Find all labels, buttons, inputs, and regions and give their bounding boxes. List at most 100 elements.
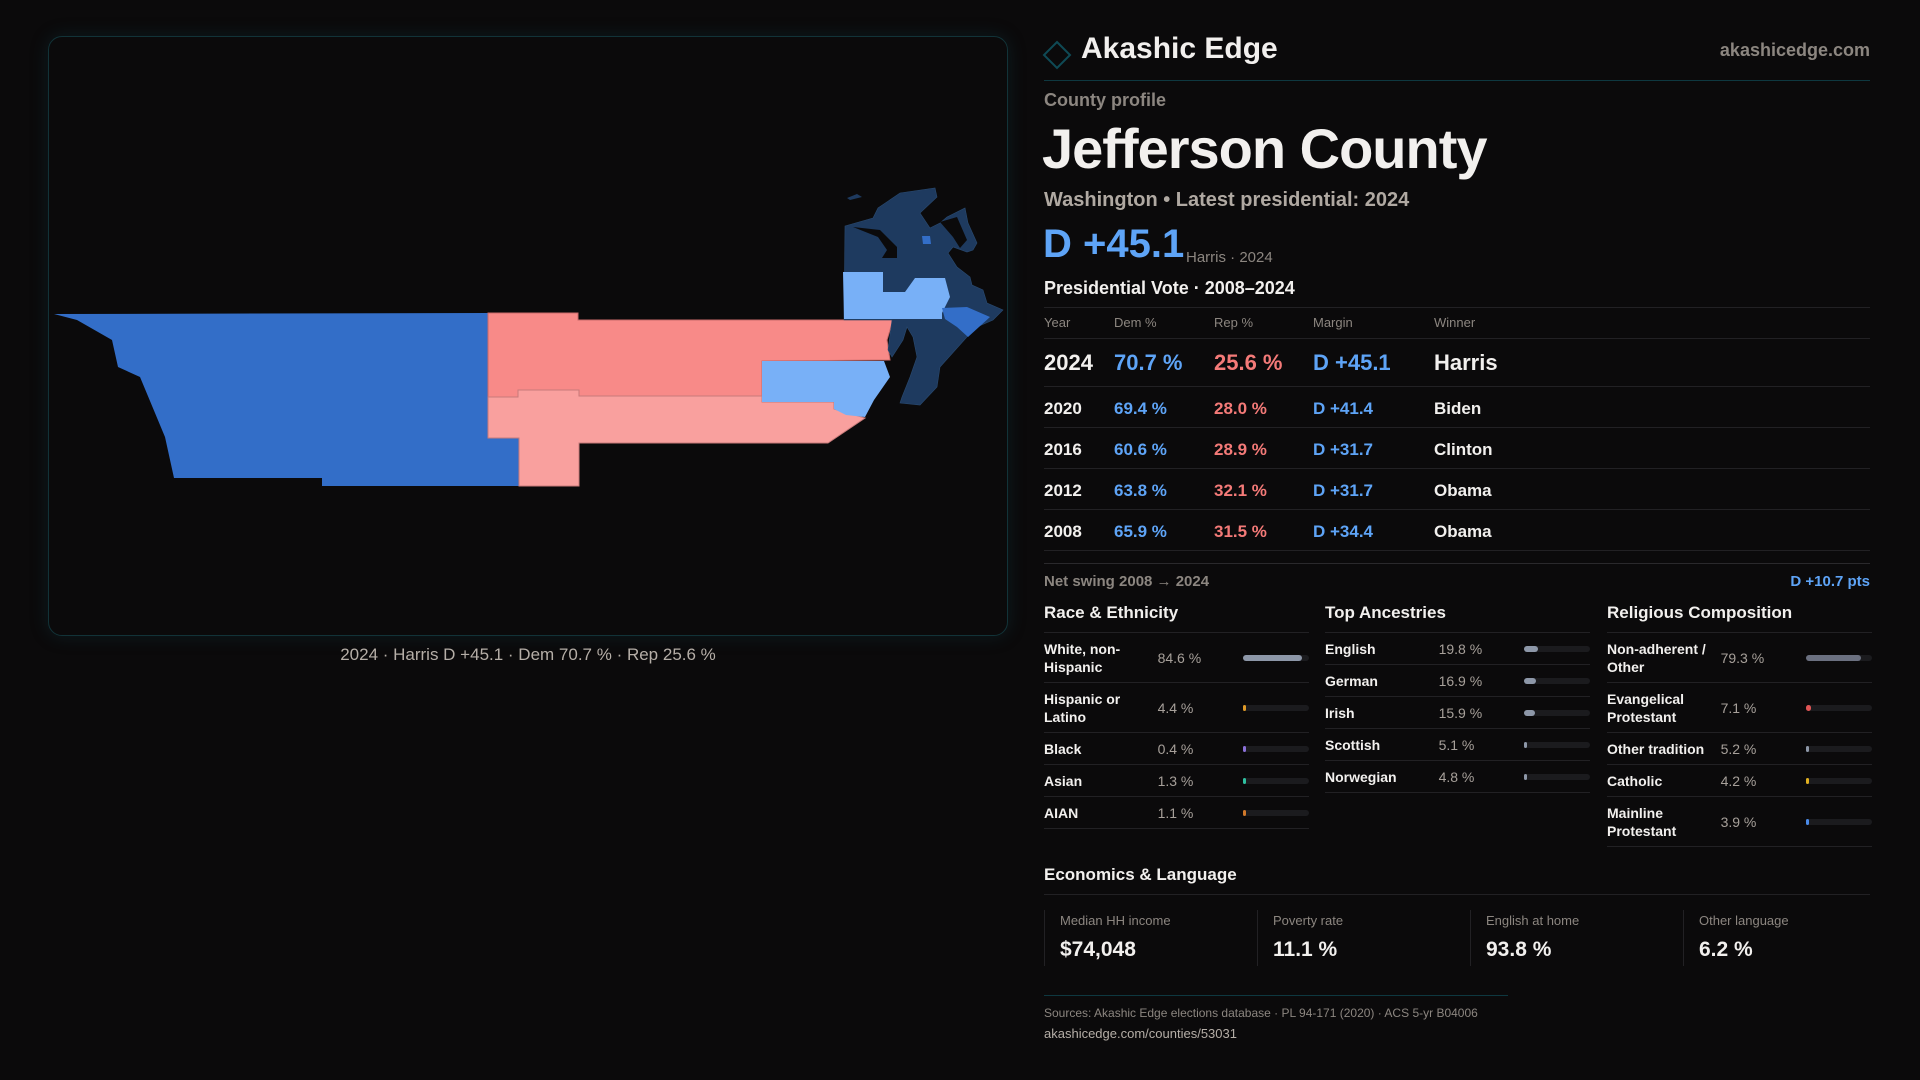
stat-bar-fill bbox=[1523, 741, 1528, 748]
stat-bar-track bbox=[1242, 654, 1309, 661]
divider bbox=[1044, 894, 1870, 895]
stat-label: Catholic bbox=[1607, 772, 1663, 789]
stat-label: Norwegian bbox=[1325, 768, 1397, 785]
econ-stat: Other language 6.2 % bbox=[1683, 910, 1883, 966]
stat-label: Irish bbox=[1325, 704, 1355, 721]
vote-margin: D +41.4 bbox=[1313, 399, 1374, 418]
stat-value: 84.6 % bbox=[1157, 649, 1202, 666]
eyebrow: County profile bbox=[1044, 90, 1166, 110]
col-dem: Dem % bbox=[1114, 315, 1157, 330]
stat-bar-fill bbox=[1523, 773, 1528, 780]
headline-margin: D +45.1 bbox=[1043, 222, 1185, 266]
vote-table-row[interactable]: 2016 60.6 % 28.9 % D +31.7 Clinton bbox=[1044, 428, 1870, 469]
econ-stat-label: English at home bbox=[1486, 913, 1580, 928]
county-map-panel[interactable] bbox=[48, 36, 1008, 636]
stat-label: Asian bbox=[1044, 772, 1083, 789]
stat-bar-fill bbox=[1523, 677, 1536, 684]
stat-row: Norwegian 4.8 % bbox=[1325, 761, 1590, 793]
section-title: Race & Ethnicity bbox=[1044, 603, 1179, 622]
vote-winner: Obama bbox=[1434, 481, 1492, 500]
stat-row: Non-adherent / Other 79.3 % bbox=[1607, 633, 1872, 683]
stat-bar-fill bbox=[1523, 645, 1538, 652]
vote-rep: 28.0 % bbox=[1214, 399, 1267, 418]
vote-year: 2024 bbox=[1044, 350, 1093, 375]
stat-bar-track bbox=[1805, 704, 1872, 711]
stat-label: Hispanic or Latino bbox=[1044, 690, 1121, 725]
stat-bar-fill bbox=[1805, 777, 1809, 784]
vote-margin: D +45.1 bbox=[1313, 350, 1391, 375]
col-year: Year bbox=[1044, 315, 1071, 330]
stat-label: Other tradition bbox=[1607, 740, 1705, 757]
stat-value: 1.1 % bbox=[1157, 804, 1194, 821]
stat-bar-fill bbox=[1242, 745, 1246, 752]
vote-table-row[interactable]: 2008 65.9 % 31.5 % D +34.4 Obama bbox=[1044, 510, 1870, 551]
vote-table-row[interactable]: 2020 69.4 % 28.0 % D +41.4 Biden bbox=[1044, 387, 1870, 428]
vote-winner: Obama bbox=[1434, 522, 1492, 541]
vote-rep: 32.1 % bbox=[1214, 481, 1267, 500]
stat-bar-track bbox=[1242, 704, 1309, 711]
stat-row: Irish 15.9 % bbox=[1325, 697, 1590, 729]
vote-year: 2008 bbox=[1044, 522, 1082, 541]
subtitle: Washington • Latest presidential: 2024 bbox=[1044, 189, 1410, 211]
vote-dem: 60.6 % bbox=[1114, 440, 1167, 459]
stat-bar-fill bbox=[1805, 818, 1809, 825]
stat-row: Black 0.4 % bbox=[1044, 733, 1309, 765]
stat-row: Catholic 4.2 % bbox=[1607, 765, 1872, 797]
divider bbox=[1044, 307, 1870, 308]
stat-bar-track bbox=[1523, 645, 1590, 652]
headline-note: Harris · 2024 bbox=[1186, 249, 1273, 266]
vote-table-row[interactable]: 2012 63.8 % 32.1 % D +31.7 Obama bbox=[1044, 469, 1870, 510]
stat-row: Other tradition 5.2 % bbox=[1607, 733, 1872, 765]
section-title: Top Ancestries bbox=[1325, 603, 1446, 622]
stat-row: Mainline Protestant 3.9 % bbox=[1607, 797, 1872, 847]
stat-bar-fill bbox=[1805, 704, 1811, 711]
divider bbox=[1044, 338, 1870, 339]
map-caption: 2024 · Harris D +45.1 · Dem 70.7 % · Rep… bbox=[340, 645, 716, 664]
stat-bar-fill bbox=[1242, 777, 1246, 784]
econ-stat-value: 6.2 % bbox=[1699, 938, 1753, 961]
stat-bar-fill bbox=[1242, 809, 1246, 816]
stat-bar-fill bbox=[1523, 709, 1535, 716]
section-title: Religious Composition bbox=[1607, 603, 1793, 622]
stat-row: English 19.8 % bbox=[1325, 633, 1590, 665]
vote-margin: D +34.4 bbox=[1313, 522, 1374, 541]
vote-dem: 65.9 % bbox=[1114, 522, 1167, 541]
vote-year: 2020 bbox=[1044, 399, 1082, 418]
site-link[interactable]: akashicedge.com bbox=[1719, 40, 1870, 60]
econ-stat-value: $74,048 bbox=[1060, 938, 1136, 961]
stat-value: 3.9 % bbox=[1720, 813, 1757, 830]
vote-margin: D +31.7 bbox=[1313, 481, 1374, 500]
section-list: English 19.8 % German 16.9 % Irish 15.9 % Scot… bbox=[1325, 632, 1590, 793]
stat-label: Black bbox=[1044, 740, 1082, 757]
stat-label: English bbox=[1325, 640, 1376, 657]
county-url[interactable]: akashicedge.com/counties/53031 bbox=[1044, 1026, 1237, 1041]
stat-value: 19.8 % bbox=[1438, 640, 1483, 657]
stat-label: Non-adherent / Other bbox=[1607, 640, 1706, 675]
stat-value: 79.3 % bbox=[1720, 649, 1765, 666]
econ-stat-label: Other language bbox=[1699, 913, 1789, 928]
stat-row: German 16.9 % bbox=[1325, 665, 1590, 697]
stat-row: Hispanic or Latino 4.4 % bbox=[1044, 683, 1309, 733]
stat-bar-fill bbox=[1242, 704, 1246, 711]
vote-table-row[interactable]: 2024 70.7 % 25.6 % D +45.1 Harris bbox=[1044, 338, 1870, 387]
vote-rep: 25.6 % bbox=[1214, 350, 1283, 375]
stat-bar-track bbox=[1242, 745, 1309, 752]
sources: Sources: Akashic Edge elections database… bbox=[1044, 1006, 1478, 1020]
vote-dem: 63.8 % bbox=[1114, 481, 1167, 500]
vote-winner: Harris bbox=[1434, 350, 1498, 375]
stat-row: White, non-Hispanic 84.6 % bbox=[1044, 633, 1309, 683]
stat-row: Asian 1.3 % bbox=[1044, 765, 1309, 797]
header-divider bbox=[1044, 80, 1870, 81]
stat-label: Evangelical Protestant bbox=[1607, 690, 1685, 725]
votes-title: Presidential Vote · 2008–2024 bbox=[1044, 278, 1295, 298]
stat-bar-fill bbox=[1805, 745, 1810, 752]
stat-value: 4.4 % bbox=[1157, 699, 1194, 716]
econ-stat: English at home 93.8 % bbox=[1470, 910, 1670, 966]
stat-value: 0.4 % bbox=[1157, 740, 1194, 757]
col-margin: Margin bbox=[1313, 315, 1353, 330]
economics-title: Economics & Language bbox=[1044, 865, 1237, 884]
divider bbox=[1044, 563, 1870, 564]
page-title: Jefferson County bbox=[1042, 117, 1487, 180]
stat-bar-track bbox=[1242, 777, 1309, 784]
stat-label: White, non-Hispanic bbox=[1044, 640, 1121, 675]
